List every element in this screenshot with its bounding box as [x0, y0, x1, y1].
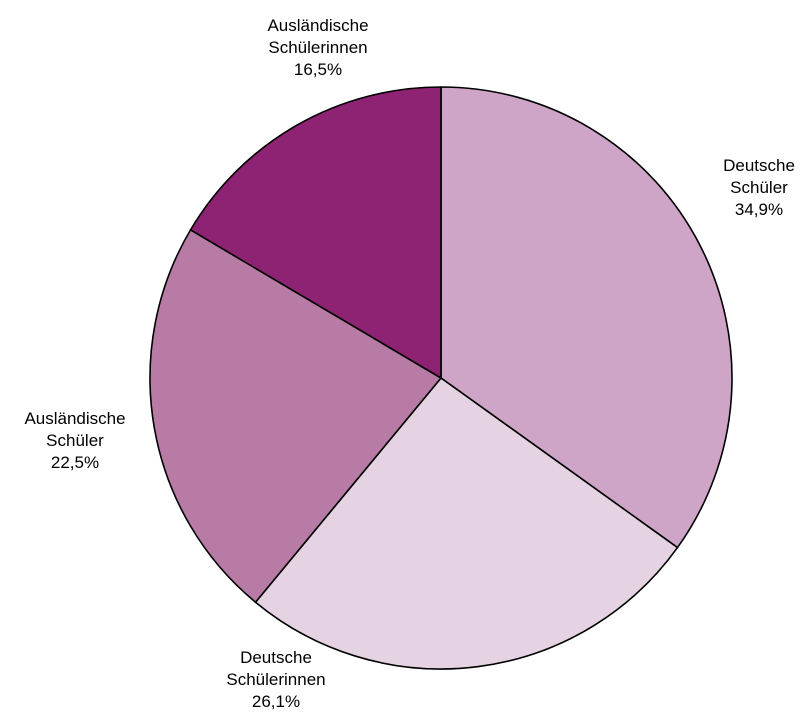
slice-label-1: Deutsche Schülerinnen 26,1%: [226, 647, 325, 713]
slice-label-line: Deutsche: [240, 648, 312, 667]
slice-label-line: Ausländische: [267, 16, 369, 35]
slice-label-line: Schüler: [730, 178, 788, 197]
pie-slice-2: [149, 229, 442, 604]
slice-label-3: Ausländische Schülerinnen 16,5%: [267, 15, 368, 81]
slice-label-line: Schüler: [46, 431, 104, 450]
slice-label-0: Deutsche Schüler 34,9%: [723, 155, 795, 221]
slice-percent: 16,5%: [293, 60, 343, 79]
slice-label-line: Deutsche: [723, 156, 795, 175]
slice-label-line: Schülerinnen: [226, 670, 326, 689]
pie-slice-3: [189, 86, 442, 379]
slice-label-line: Ausländische: [24, 409, 126, 428]
slice-percent: 22,5%: [50, 453, 100, 472]
slice-label-2: Ausländische Schüler 22,5%: [24, 408, 125, 474]
slice-percent: 26,1%: [251, 692, 301, 711]
slice-percent: 34,9%: [734, 200, 784, 219]
slice-label-line: Schülerinnen: [268, 38, 368, 57]
pie-slice-1: [254, 377, 679, 670]
pie-slice-0: [440, 86, 733, 549]
